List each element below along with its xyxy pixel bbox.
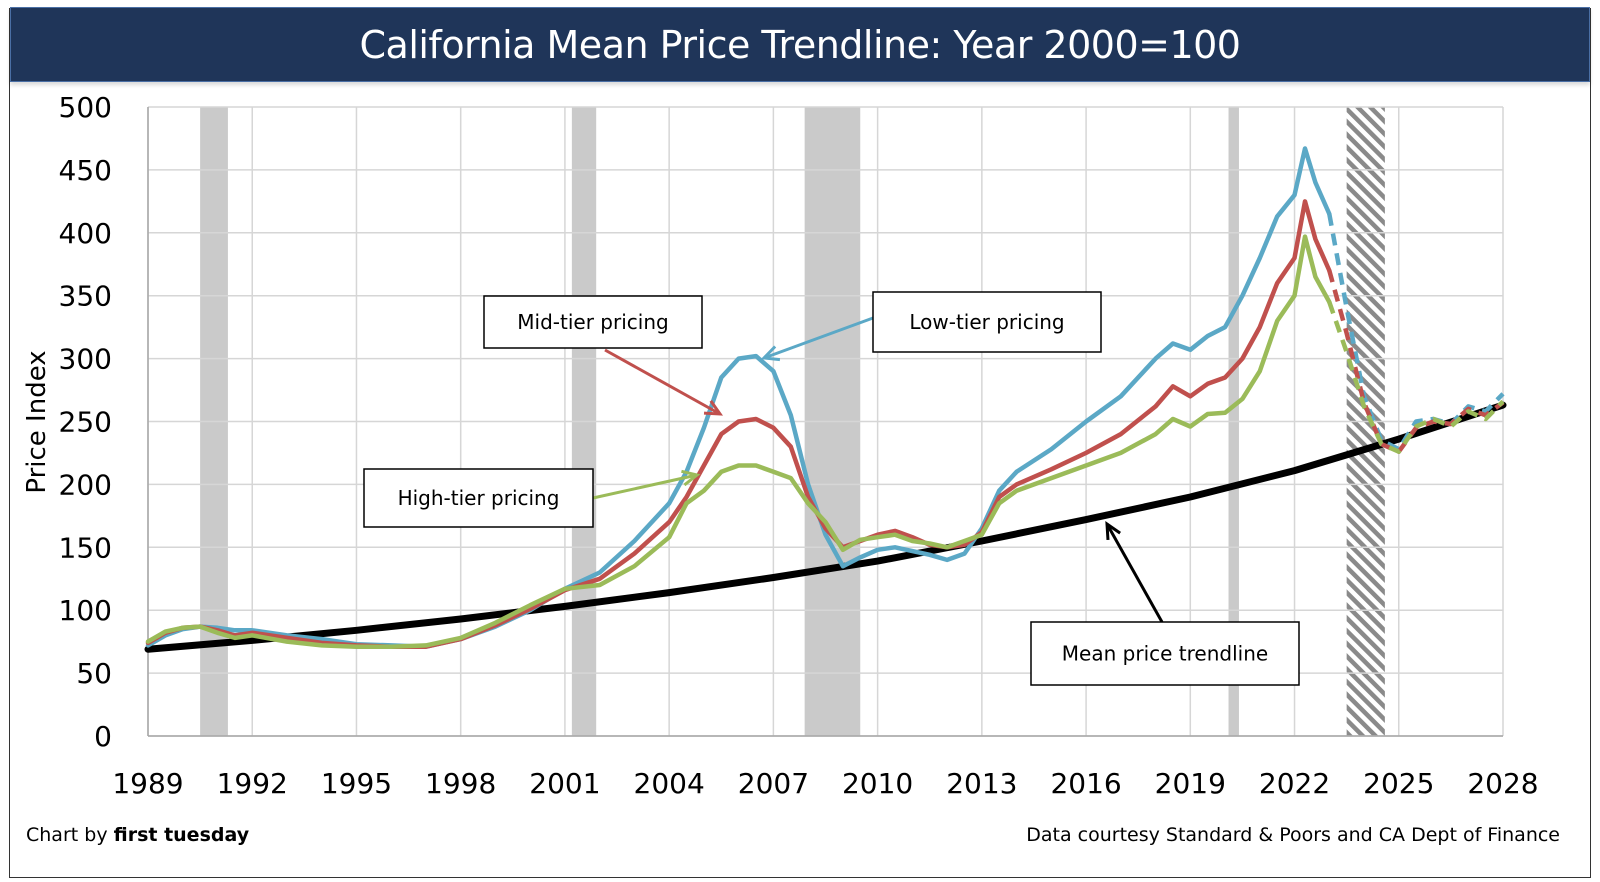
chart-credit-brand: first tuesday [113, 824, 250, 846]
title-bar: California Mean Price Trendline: Year 20… [10, 7, 1590, 82]
x-tick-label: 2007 [738, 767, 809, 800]
callout-label-mean-price-trendline: Mean price trendline [1062, 642, 1268, 666]
callout-box-low-tier-pricing [872, 291, 1102, 353]
y-tick-label: 350 [59, 280, 112, 313]
y-tick-label: 50 [76, 657, 112, 690]
arrowhead-icon [681, 469, 701, 487]
callout-label-high-tier-pricing: High-tier pricing [398, 486, 560, 510]
series-low-tier-pricing-projection [1327, 213, 1505, 452]
chart-credit: Chart by first tuesday [26, 824, 249, 846]
callout-arrow-high-tier-pricing [592, 473, 698, 500]
y-tick-label: 100 [59, 594, 112, 627]
arrowhead-icon [760, 345, 781, 362]
series-high-tier-pricing [145, 234, 1332, 649]
x-tick-label: 1995 [321, 767, 392, 800]
x-tick-label: 2013 [946, 767, 1017, 800]
callout-box-high-tier-pricing [363, 468, 594, 528]
x-tick-label: 1989 [112, 767, 183, 800]
y-tick-label: 500 [59, 91, 112, 124]
y-tick-label: 300 [59, 343, 112, 376]
y-tick-label: 450 [59, 154, 112, 187]
x-tick-label: 2001 [529, 767, 600, 800]
series-mean-trendline [144, 401, 1507, 653]
chart-credit-prefix: Chart by [26, 824, 114, 846]
chart-title: California Mean Price Trendline: Year 20… [359, 22, 1241, 67]
callout-box-mid-tier-pricing [483, 295, 703, 349]
y-tick-label: 400 [59, 217, 112, 250]
y-tick-label: 200 [59, 468, 112, 501]
x-tick-label: 2028 [1467, 767, 1538, 800]
x-tick-label: 2019 [1155, 767, 1226, 800]
series-high-tier-pricing-projection [1327, 301, 1505, 454]
y-axis-label: Price Index [22, 350, 52, 493]
callout-arrow-low-tier-pricing [763, 316, 874, 360]
arrowhead-icon [703, 400, 724, 416]
series-low-tier-pricing [145, 146, 1332, 649]
callout-arrow-mid-tier-pricing [604, 348, 721, 416]
x-tick-label: 1992 [217, 767, 288, 800]
callout-arrow-mean-price-trendline [1105, 523, 1164, 623]
x-tick-label: 2025 [1363, 767, 1434, 800]
x-tick-label: 2004 [634, 767, 705, 800]
data-source: Data courtesy Standard & Poors and CA De… [1026, 824, 1560, 846]
x-tick-label: 2022 [1259, 767, 1330, 800]
callout-label-mid-tier-pricing: Mid-tier pricing [517, 310, 668, 334]
y-tick-label: 0 [94, 720, 112, 753]
x-tick-label: 2016 [1050, 767, 1121, 800]
x-tick-label: 2010 [842, 767, 913, 800]
x-tick-label: 1998 [425, 767, 496, 800]
y-tick-label: 250 [59, 406, 112, 439]
callout-box-mean-price-trendline [1030, 621, 1300, 686]
callout-label-low-tier-pricing: Low-tier pricing [909, 310, 1064, 334]
arrowhead-icon [1105, 520, 1121, 541]
y-tick-label: 150 [59, 531, 112, 564]
